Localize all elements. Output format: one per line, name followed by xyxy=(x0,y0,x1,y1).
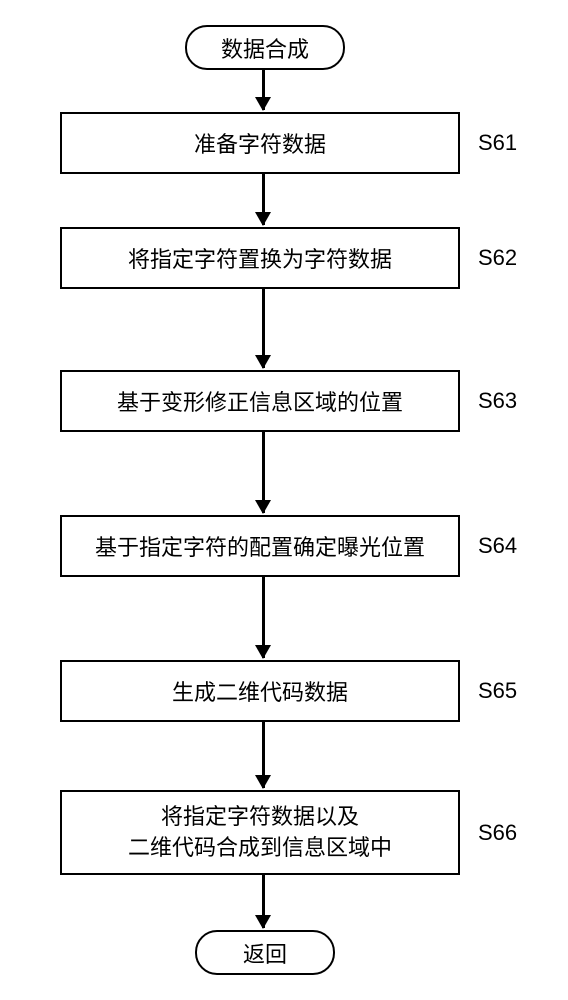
label-s62: S62 xyxy=(478,245,517,271)
label-s65: S65 xyxy=(478,678,517,704)
process-s66: 将指定字符数据以及 二维代码合成到信息区域中 xyxy=(60,790,460,875)
arrow-6 xyxy=(262,875,265,928)
process-s61: 准备字符数据 xyxy=(60,112,460,174)
process-s63: 基于变形修正信息区域的位置 xyxy=(60,370,460,432)
arrow-4 xyxy=(262,577,265,658)
process-text: 生成二维代码数据 xyxy=(172,675,348,707)
label-s61: S61 xyxy=(478,130,517,156)
process-s64: 基于指定字符的配置确定曝光位置 xyxy=(60,515,460,577)
arrow-2 xyxy=(262,289,265,368)
process-s62: 将指定字符置换为字符数据 xyxy=(60,227,460,289)
arrow-0 xyxy=(262,70,265,110)
arrow-3 xyxy=(262,432,265,513)
process-s65: 生成二维代码数据 xyxy=(60,660,460,722)
step-id: S64 xyxy=(478,533,517,558)
step-id: S65 xyxy=(478,678,517,703)
label-s64: S64 xyxy=(478,533,517,559)
arrow-5 xyxy=(262,722,265,788)
end-label: 返回 xyxy=(243,937,287,969)
step-id: S66 xyxy=(478,820,517,845)
process-text: 将指定字符置换为字符数据 xyxy=(128,242,392,274)
arrow-1 xyxy=(262,174,265,225)
start-label: 数据合成 xyxy=(221,32,309,64)
step-id: S63 xyxy=(478,388,517,413)
process-text: 准备字符数据 xyxy=(194,127,326,159)
label-s63: S63 xyxy=(478,388,517,414)
end-terminal: 返回 xyxy=(195,930,335,975)
step-id: S61 xyxy=(478,130,517,155)
flowchart-container: 数据合成 准备字符数据 S61 将指定字符置换为字符数据 S62 基于变形修正信… xyxy=(0,0,568,1000)
step-id: S62 xyxy=(478,245,517,270)
process-text: 基于指定字符的配置确定曝光位置 xyxy=(95,530,425,562)
label-s66: S66 xyxy=(478,820,517,846)
process-text: 基于变形修正信息区域的位置 xyxy=(117,385,403,417)
start-terminal: 数据合成 xyxy=(185,25,345,70)
process-text: 将指定字符数据以及 二维代码合成到信息区域中 xyxy=(128,802,392,864)
